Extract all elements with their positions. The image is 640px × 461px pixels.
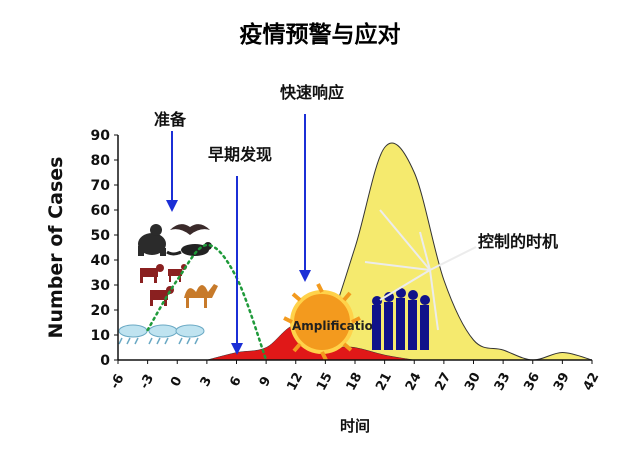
y-tick-label: 50 [91, 228, 111, 244]
y-tick-label: 40 [91, 253, 111, 269]
cow-icon [140, 264, 164, 283]
y-axis-title: Number of Cases [45, 157, 67, 339]
x-tick-label: 15 [314, 370, 336, 393]
amplification-sun-icon [283, 283, 361, 361]
x-tick-label: 9 [257, 374, 274, 389]
y-tick-label: 30 [91, 278, 111, 294]
control-timing-label: 控制的时机 [478, 232, 558, 251]
camel-icon [184, 284, 218, 308]
prepare-label: 准备 [154, 110, 187, 129]
y-tick-label: 10 [91, 328, 111, 344]
y-tick-label: 60 [91, 203, 111, 219]
x-tick-label: 12 [284, 370, 306, 393]
amplification-label: Amplification [292, 319, 381, 333]
x-axis-title: 时间 [340, 417, 370, 435]
x-tick-label: 33 [492, 370, 514, 393]
gorilla-icon [138, 224, 166, 256]
rapid-response-label: 快速响应 [280, 83, 344, 102]
overlay-layer [146, 243, 268, 362]
x-tick-label: 0 [168, 374, 185, 389]
prepare-arrow-icon [166, 200, 178, 212]
y-tick-label: 70 [91, 178, 111, 194]
weather-cloud-icon [118, 324, 205, 345]
early-detection-label: 早期发现 [208, 145, 272, 164]
x-tick-label: 3 [198, 374, 215, 389]
crowd-icon [372, 288, 430, 350]
x-tick-label: 30 [462, 370, 484, 393]
x-tick-label: 6 [227, 374, 244, 389]
x-tick-label: 18 [344, 370, 366, 393]
x-tick-label: -6 [108, 372, 128, 392]
civet-icon [166, 242, 212, 256]
control-timing-burst [364, 209, 477, 331]
y-tick-label: 20 [91, 303, 111, 319]
x-tick-label: 24 [403, 370, 425, 393]
y-tick-label: 80 [91, 153, 111, 169]
x-tick-label: -3 [137, 372, 157, 392]
slide-title: 疫情预警与应对 [240, 21, 401, 48]
x-tick-label: 42 [581, 370, 603, 393]
x-tick-label: 36 [521, 370, 543, 393]
rapid-response-arrow-icon [299, 270, 311, 282]
early-detection-arrow-icon [231, 343, 243, 355]
x-tick-label: 27 [433, 370, 455, 393]
bat-icon [170, 224, 210, 235]
x-tick-label: 21 [373, 370, 395, 393]
x-tick-label: 39 [551, 370, 573, 393]
y-tick-label: 90 [91, 128, 111, 144]
series-2-line [146, 243, 268, 362]
y-tick-label: 0 [100, 353, 110, 369]
